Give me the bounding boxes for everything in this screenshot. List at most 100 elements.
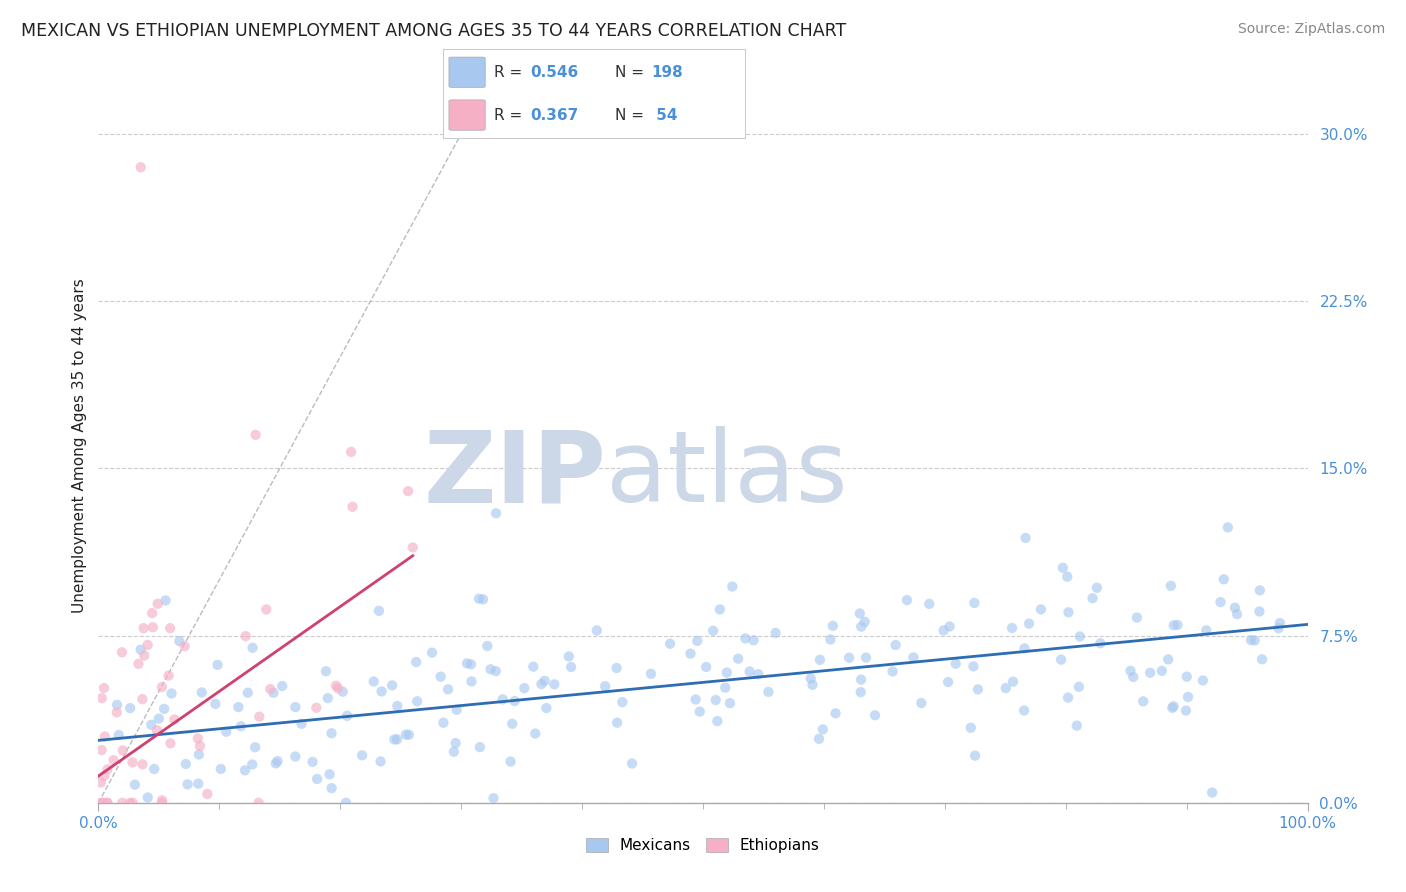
FancyBboxPatch shape xyxy=(449,57,485,87)
Point xyxy=(704,693,727,707)
Point xyxy=(143,762,166,776)
Point xyxy=(849,685,872,699)
Point xyxy=(959,721,981,735)
Point xyxy=(1249,583,1271,598)
Text: N =: N = xyxy=(616,65,650,79)
Point xyxy=(187,731,209,746)
Point xyxy=(90,743,112,757)
Point xyxy=(849,607,872,621)
Point xyxy=(174,756,197,771)
Point xyxy=(485,664,508,678)
Point xyxy=(335,796,357,810)
Point xyxy=(1012,703,1035,717)
Point xyxy=(146,597,169,611)
Point xyxy=(1067,680,1090,694)
Point xyxy=(932,624,955,638)
Point xyxy=(758,685,780,699)
Point xyxy=(1223,600,1246,615)
Point xyxy=(686,634,709,648)
Point xyxy=(381,678,404,692)
Point xyxy=(838,650,860,665)
Point xyxy=(1161,701,1184,715)
Point xyxy=(235,629,257,643)
Point xyxy=(93,730,115,744)
Point xyxy=(714,681,737,695)
Point xyxy=(446,703,468,717)
Point xyxy=(131,757,153,772)
Point xyxy=(443,745,465,759)
Point xyxy=(468,740,491,755)
Point xyxy=(437,682,460,697)
Point xyxy=(821,619,844,633)
Point xyxy=(716,665,738,680)
Point xyxy=(1029,602,1052,616)
Point xyxy=(1195,624,1218,638)
Point xyxy=(103,753,125,767)
Point xyxy=(808,731,831,746)
Point xyxy=(1081,591,1104,606)
Point xyxy=(247,796,270,810)
Point xyxy=(215,724,238,739)
Point xyxy=(1240,633,1263,648)
Point xyxy=(849,673,872,687)
Point xyxy=(460,657,482,672)
Point xyxy=(533,673,555,688)
Legend: Mexicans, Ethiopians: Mexicans, Ethiopians xyxy=(581,831,825,859)
Point xyxy=(702,624,724,638)
Point xyxy=(142,620,165,634)
Point xyxy=(266,754,288,768)
Point xyxy=(884,638,907,652)
Point xyxy=(491,692,513,706)
Point xyxy=(247,709,270,723)
Point xyxy=(209,762,232,776)
Point xyxy=(325,679,347,693)
Point xyxy=(501,716,523,731)
Point xyxy=(387,698,409,713)
Point xyxy=(1014,641,1036,656)
Point xyxy=(747,667,769,681)
Point xyxy=(305,700,328,714)
Point xyxy=(1014,531,1036,545)
Point xyxy=(721,580,744,594)
Point xyxy=(820,632,842,647)
Point xyxy=(1001,674,1024,689)
Point xyxy=(1243,633,1265,648)
Point xyxy=(315,665,337,679)
Point xyxy=(264,756,287,771)
Point xyxy=(336,709,359,723)
Point xyxy=(159,736,181,750)
Point xyxy=(1192,673,1215,688)
Point xyxy=(1157,652,1180,666)
Point xyxy=(398,728,420,742)
Point xyxy=(1085,581,1108,595)
Point xyxy=(824,706,846,721)
Point xyxy=(685,692,707,706)
Text: Source: ZipAtlas.com: Source: ZipAtlas.com xyxy=(1237,22,1385,37)
Point xyxy=(150,793,173,807)
Point xyxy=(536,701,558,715)
Point xyxy=(910,696,932,710)
Point xyxy=(384,732,406,747)
Point xyxy=(141,606,163,620)
Point xyxy=(811,723,834,737)
Point xyxy=(1251,652,1274,666)
Point xyxy=(169,634,191,648)
Point xyxy=(321,726,343,740)
Point xyxy=(259,682,281,697)
Point xyxy=(93,769,115,783)
Point xyxy=(738,665,761,679)
Point xyxy=(396,484,419,499)
Point xyxy=(659,637,682,651)
Point xyxy=(477,639,499,653)
Text: 0.546: 0.546 xyxy=(530,65,579,79)
Point xyxy=(1209,595,1232,609)
Point xyxy=(513,681,536,695)
Text: 0.367: 0.367 xyxy=(530,108,579,122)
Point xyxy=(121,796,143,810)
Text: R =: R = xyxy=(495,65,527,79)
Point xyxy=(938,619,960,633)
Point xyxy=(96,796,118,810)
Point xyxy=(240,757,263,772)
Point xyxy=(936,675,959,690)
Point xyxy=(530,677,553,691)
